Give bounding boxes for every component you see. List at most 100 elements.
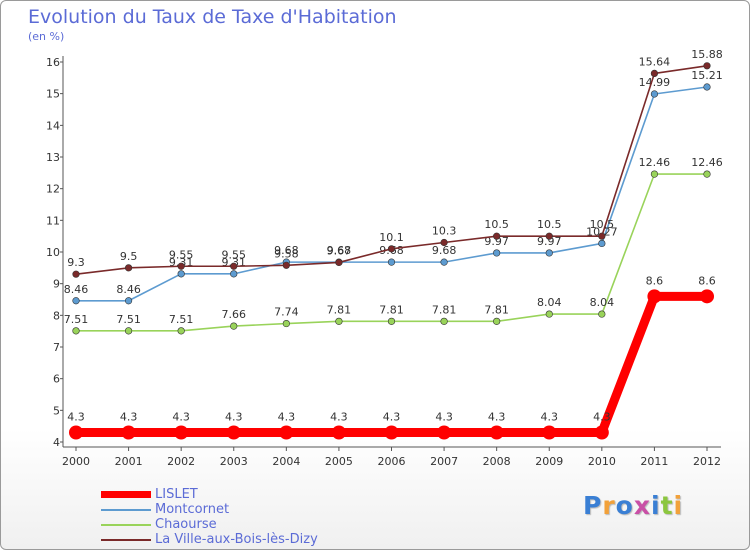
data-point [72, 270, 80, 278]
data-label: 9.97 [537, 235, 562, 248]
data-label: 10.3 [432, 225, 457, 238]
data-label: 8.04 [590, 296, 615, 309]
legend-swatch [101, 539, 151, 541]
data-label: 9.3 [67, 256, 85, 269]
y-tick-label: 4 [53, 436, 60, 449]
data-point [177, 327, 185, 335]
x-tick-label: 2012 [693, 455, 721, 468]
data-point [493, 232, 501, 240]
data-point [594, 425, 609, 440]
data-point [700, 289, 714, 304]
legend-label: LISLET [155, 487, 198, 502]
x-tick-label: 2006 [378, 455, 406, 468]
y-tick-label: 13 [46, 151, 60, 164]
data-label: 9.97 [484, 235, 509, 248]
data-label: 9.67 [327, 244, 352, 257]
y-tick-label: 14 [46, 119, 60, 132]
data-point [387, 258, 396, 266]
data-label: 4.3 [593, 411, 611, 424]
data-label: 8.46 [116, 283, 141, 296]
data-point [177, 262, 185, 270]
data-point [650, 90, 659, 98]
legend-label: La Ville-aux-Bois-lès-Dizy [155, 532, 318, 547]
x-tick-label: 2008 [483, 455, 511, 468]
data-point [703, 62, 711, 70]
x-tick-label: 2005 [325, 455, 353, 468]
data-label: 9.55 [169, 248, 194, 261]
series-montcornet: 8.468.469.319.319.689.689.689.689.979.97… [64, 69, 723, 305]
data-point [440, 317, 448, 325]
data-point [387, 317, 396, 325]
data-label: 7.51 [116, 313, 141, 326]
y-tick-label: 9 [53, 278, 60, 291]
data-point [650, 170, 659, 178]
data-point [493, 249, 501, 257]
data-label: 4.3 [435, 411, 453, 424]
data-point [598, 310, 606, 318]
data-label: 15.21 [691, 69, 723, 82]
y-tick-label: 16 [46, 56, 60, 69]
legend-label: Chaourse [155, 517, 217, 532]
data-point [282, 319, 290, 328]
data-label: 7.81 [432, 303, 457, 316]
data-point [384, 425, 399, 440]
data-label: 9.58 [274, 247, 299, 260]
data-label: 14.99 [639, 76, 671, 89]
data-label: 7.51 [64, 313, 89, 326]
y-tick-label: 8 [53, 309, 60, 322]
data-label: 10.1 [379, 231, 404, 244]
chart-title: Evolution du Taux de Taxe d'Habitation [28, 6, 397, 28]
data-point [437, 425, 452, 440]
data-point [226, 425, 241, 440]
data-label: 7.81 [484, 303, 509, 316]
data-label: 7.74 [274, 306, 299, 319]
y-tick-label: 10 [46, 246, 60, 259]
data-label: 4.3 [225, 411, 243, 424]
data-point [489, 425, 504, 440]
y-tick-label: 5 [53, 404, 60, 417]
x-tick-label: 2000 [62, 455, 90, 468]
data-point [542, 425, 557, 440]
legend-swatch [101, 509, 151, 511]
data-label: 15.64 [639, 55, 671, 68]
x-tick-label: 2002 [167, 455, 195, 468]
data-label: 9.68 [274, 244, 299, 257]
data-point [647, 289, 662, 304]
x-tick-label: 2003 [220, 455, 248, 468]
data-label: 4.3 [488, 411, 506, 424]
data-label: 4.3 [383, 411, 401, 424]
data-point [230, 270, 238, 278]
y-tick-label: 12 [46, 183, 60, 196]
data-point [69, 425, 83, 440]
data-label: 8.6 [698, 274, 716, 287]
data-label: 10.5 [484, 218, 509, 231]
data-label: 12.46 [639, 156, 671, 169]
y-tick-label: 15 [46, 88, 60, 101]
data-label: 15.88 [691, 48, 723, 61]
x-tick-label: 2009 [535, 455, 563, 468]
data-label: 7.81 [379, 303, 404, 316]
data-label: 9.5 [120, 250, 138, 263]
data-point [545, 249, 553, 257]
data-point [440, 238, 448, 247]
data-point [598, 232, 606, 240]
data-point [545, 310, 553, 318]
data-label: 4.3 [67, 411, 85, 424]
data-point [72, 327, 80, 335]
data-point [703, 170, 711, 178]
x-tick-label: 2010 [588, 455, 616, 468]
data-label: 4.3 [278, 411, 296, 424]
data-label: 7.51 [169, 313, 194, 326]
data-label: 4.3 [541, 411, 559, 424]
legend-swatch [101, 524, 151, 526]
data-label: 9.68 [327, 244, 352, 257]
data-point [174, 425, 189, 440]
data-point [703, 83, 711, 91]
data-point [124, 264, 133, 272]
data-label: 12.46 [691, 156, 723, 169]
chart-subtitle: (en %) [28, 30, 65, 43]
data-label: 4.3 [330, 411, 348, 424]
